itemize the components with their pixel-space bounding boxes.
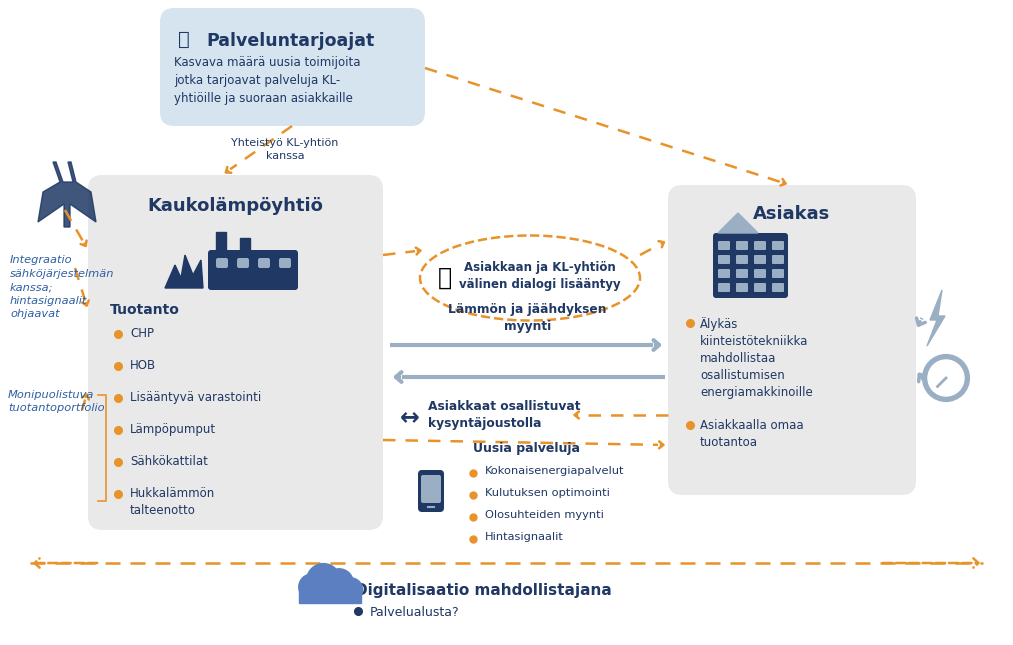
Text: Digitalisaatio mahdollistajana: Digitalisaatio mahdollistajana <box>355 582 612 597</box>
Text: ⛟: ⛟ <box>178 30 189 49</box>
Polygon shape <box>927 290 945 346</box>
FancyBboxPatch shape <box>718 269 730 278</box>
FancyBboxPatch shape <box>258 258 270 268</box>
FancyBboxPatch shape <box>772 269 784 278</box>
Text: Kaukolämpöyhtiö: Kaukolämpöyhtiö <box>148 197 323 215</box>
Circle shape <box>325 569 354 597</box>
Text: Palvelualusta?: Palvelualusta? <box>370 606 460 619</box>
Circle shape <box>299 574 325 600</box>
Ellipse shape <box>420 235 640 321</box>
FancyBboxPatch shape <box>718 283 730 292</box>
Text: Asiakas: Asiakas <box>754 205 831 223</box>
FancyBboxPatch shape <box>754 255 766 264</box>
Text: CHP: CHP <box>130 327 154 340</box>
Text: Palveluntarjoajat: Palveluntarjoajat <box>206 32 374 50</box>
Text: Asiakkaalla omaa
tuotantoa: Asiakkaalla omaa tuotantoa <box>700 419 803 449</box>
Text: Lisääntyvä varastointi: Lisääntyvä varastointi <box>130 391 261 404</box>
Text: Kokonaisenergiapalvelut: Kokonaisenergiapalvelut <box>485 466 624 476</box>
Text: Hukkalämmön
talteenotto: Hukkalämmön talteenotto <box>130 487 215 517</box>
Text: Asiakkaat osallistuvat
kysyntäjoustolla: Asiakkaat osallistuvat kysyntäjoustolla <box>428 401 580 430</box>
FancyBboxPatch shape <box>754 283 766 292</box>
FancyBboxPatch shape <box>208 250 298 290</box>
FancyBboxPatch shape <box>88 175 383 530</box>
FancyBboxPatch shape <box>754 241 766 250</box>
Circle shape <box>339 578 363 601</box>
Text: ↔: ↔ <box>400 405 419 429</box>
Text: Yhteistyö KL-yhtiön
kanssa: Yhteistyö KL-yhtiön kanssa <box>231 138 338 161</box>
Text: Lämpöpumput: Lämpöpumput <box>130 423 216 436</box>
Circle shape <box>928 360 964 396</box>
FancyBboxPatch shape <box>718 241 730 250</box>
Bar <box>299 584 362 602</box>
Text: Hintasignaalit: Hintasignaalit <box>485 532 564 542</box>
FancyBboxPatch shape <box>279 258 291 268</box>
FancyBboxPatch shape <box>713 233 788 298</box>
FancyBboxPatch shape <box>736 283 748 292</box>
Text: 🤝: 🤝 <box>438 266 452 290</box>
FancyBboxPatch shape <box>736 241 748 250</box>
Text: Sähkökattilat: Sähkökattilat <box>130 455 208 468</box>
Text: Uusia palveluja: Uusia palveluja <box>473 442 580 455</box>
FancyBboxPatch shape <box>736 255 748 264</box>
Text: Olosuhteiden myynti: Olosuhteiden myynti <box>485 510 604 520</box>
FancyBboxPatch shape <box>237 258 249 268</box>
FancyBboxPatch shape <box>421 475 441 503</box>
FancyBboxPatch shape <box>160 8 425 126</box>
Text: Lämmön ja jäähdyksen
myynti: Lämmön ja jäähdyksen myynti <box>448 304 607 333</box>
Text: HOB: HOB <box>130 359 156 372</box>
FancyBboxPatch shape <box>718 255 730 264</box>
FancyBboxPatch shape <box>668 185 916 495</box>
Bar <box>240 238 250 252</box>
Text: Asiakkaan ja KL-yhtiön
välinen dialogi lisääntyy: Asiakkaan ja KL-yhtiön välinen dialogi l… <box>459 261 621 291</box>
FancyBboxPatch shape <box>772 241 784 250</box>
Text: Kulutuksen optimointi: Kulutuksen optimointi <box>485 488 610 498</box>
Polygon shape <box>38 162 96 227</box>
Text: Älykäs
kiinteistötekniikka
mahdollistaa
osallistumisen
energiamakkinoille: Älykäs kiinteistötekniikka mahdollistaa … <box>700 317 812 399</box>
Text: Tuotanto: Tuotanto <box>110 303 180 317</box>
Polygon shape <box>718 213 758 233</box>
Polygon shape <box>165 255 203 288</box>
Circle shape <box>307 564 340 597</box>
FancyBboxPatch shape <box>772 283 784 292</box>
FancyBboxPatch shape <box>736 269 748 278</box>
FancyBboxPatch shape <box>754 269 766 278</box>
Text: Integraatio
sähköjärjestelmän
kanssa;
hintasignaalit
ohjaavat: Integraatio sähköjärjestelmän kanssa; hi… <box>10 255 114 319</box>
FancyBboxPatch shape <box>216 258 228 268</box>
Text: Monipuolistuva
tuotantoportfolio: Monipuolistuva tuotantoportfolio <box>8 390 104 413</box>
FancyBboxPatch shape <box>418 470 444 512</box>
FancyBboxPatch shape <box>772 255 784 264</box>
Bar <box>216 232 226 252</box>
Circle shape <box>924 356 968 400</box>
Text: Kasvava määrä uusia toimijoita
jotka tarjoavat palveluja KL-
yhtiöille ja suoraa: Kasvava määrä uusia toimijoita jotka tar… <box>174 56 361 105</box>
